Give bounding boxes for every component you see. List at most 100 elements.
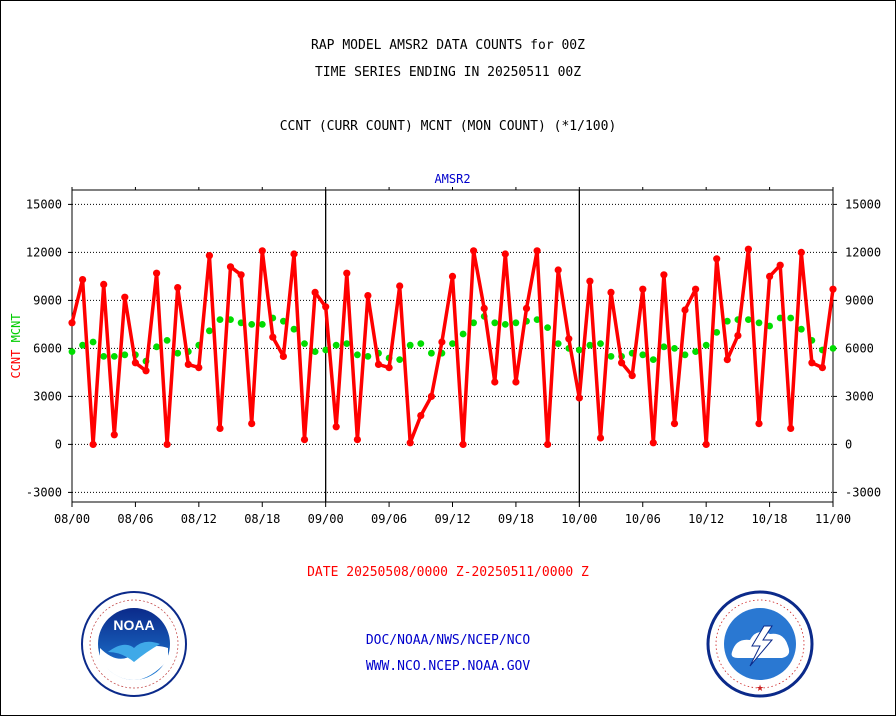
data-point-ccnt <box>787 424 795 432</box>
data-point-mcnt <box>575 346 583 354</box>
y-tick-label-right: 6000 <box>845 341 874 355</box>
data-point-ccnt <box>248 420 256 428</box>
data-point-ccnt <box>491 378 499 386</box>
data-point-ccnt <box>68 319 76 327</box>
chart-title-line2: TIME SERIES ENDING IN 20250511 00Z <box>314 65 582 80</box>
data-point-mcnt <box>301 340 308 347</box>
data-point-ccnt <box>459 440 467 448</box>
data-point-ccnt <box>702 440 710 448</box>
data-point-ccnt <box>417 412 425 420</box>
data-point-ccnt <box>596 434 605 442</box>
data-point-mcnt <box>121 351 129 359</box>
data-point-mcnt <box>755 319 763 327</box>
y-tick-label-right: 15000 <box>845 197 881 211</box>
y-tick-label-left: -3000 <box>26 485 62 499</box>
x-tick-label: 10/12 <box>688 512 724 526</box>
x-tick-label: 09/18 <box>498 512 534 526</box>
data-point-ccnt <box>607 288 615 296</box>
data-point-ccnt <box>396 282 404 290</box>
data-point-ccnt <box>713 255 721 263</box>
data-point-mcnt <box>554 340 562 347</box>
data-point-ccnt <box>353 436 361 444</box>
y-tick-label-right: 12000 <box>845 245 881 259</box>
data-point-ccnt <box>427 392 435 400</box>
data-point-ccnt <box>776 261 784 269</box>
data-point-mcnt <box>364 353 372 360</box>
data-point-mcnt <box>406 341 414 349</box>
data-point-mcnt <box>745 316 752 323</box>
data-point-ccnt <box>480 304 488 312</box>
data-point-mcnt <box>649 356 657 363</box>
data-point-mcnt <box>533 316 541 323</box>
data-point-ccnt <box>279 352 287 360</box>
svg-text:NOAA: NOAA <box>113 617 154 633</box>
y-tick-label-right: 9000 <box>845 293 874 307</box>
data-point-ccnt <box>681 306 689 314</box>
data-point-mcnt <box>671 345 678 352</box>
data-point-ccnt <box>131 359 139 367</box>
data-point-ccnt <box>216 424 224 432</box>
data-point-mcnt <box>692 348 699 355</box>
data-point-mcnt <box>428 349 435 357</box>
data-point-ccnt <box>797 248 805 256</box>
data-point-ccnt <box>184 360 192 368</box>
data-point-ccnt <box>142 367 150 375</box>
data-point-mcnt <box>89 338 97 346</box>
data-point-mcnt <box>417 340 425 347</box>
data-point-ccnt <box>438 338 446 346</box>
data-point-ccnt <box>174 284 182 292</box>
y-tick-label-left: 9000 <box>33 293 62 307</box>
data-point-ccnt <box>692 285 700 293</box>
data-point-ccnt <box>586 277 594 285</box>
data-point-mcnt <box>79 341 86 349</box>
data-point-mcnt <box>354 351 361 359</box>
data-point-mcnt <box>829 345 837 352</box>
data-point-ccnt <box>649 439 657 447</box>
svg-text:★: ★ <box>756 683 764 693</box>
data-point-mcnt <box>544 324 551 331</box>
data-point-mcnt <box>713 329 721 336</box>
data-point-mcnt <box>258 321 266 328</box>
data-point-ccnt <box>311 288 319 296</box>
x-tick-label: 08/18 <box>244 512 280 526</box>
data-point-ccnt <box>258 247 266 255</box>
data-point-mcnt <box>586 341 594 349</box>
data-point-mcnt <box>491 319 499 327</box>
noaa-logo: NOAA <box>81 591 187 697</box>
data-point-ccnt <box>512 378 520 386</box>
data-point-mcnt <box>100 353 108 360</box>
y-tick-label-left: 3000 <box>33 389 62 403</box>
data-point-mcnt <box>174 349 182 357</box>
data-point-mcnt <box>153 343 161 351</box>
y-tick-label-right: 0 <box>845 437 852 451</box>
chart-series-title: AMSR2 <box>434 172 470 186</box>
data-point-mcnt <box>449 340 456 347</box>
data-point-ccnt <box>448 272 457 280</box>
data-point-ccnt <box>332 423 340 431</box>
data-point-ccnt <box>755 420 763 428</box>
data-point-mcnt <box>68 348 76 355</box>
data-point-ccnt <box>808 359 816 367</box>
data-point-ccnt <box>734 332 742 340</box>
data-point-mcnt <box>322 346 330 354</box>
data-point-ccnt <box>79 276 87 284</box>
data-point-mcnt <box>459 330 467 338</box>
data-point-mcnt <box>607 353 615 360</box>
data-point-ccnt <box>766 272 774 280</box>
data-point-ccnt <box>322 303 330 311</box>
x-tick-label: 09/00 <box>308 512 344 526</box>
data-point-ccnt <box>723 356 731 364</box>
data-point-mcnt <box>280 317 287 325</box>
data-point-mcnt <box>163 337 171 344</box>
data-point-mcnt <box>110 353 118 360</box>
data-point-ccnt <box>660 271 668 279</box>
chart-subtitle: CCNT (CURR COUNT) MCNT (MON COUNT) (*1/1… <box>279 119 617 134</box>
data-point-ccnt <box>163 440 171 448</box>
data-point-ccnt <box>501 250 509 258</box>
data-point-ccnt <box>628 372 636 380</box>
data-point-mcnt <box>248 321 256 328</box>
x-tick-label: 09/06 <box>371 512 407 526</box>
y-axis-label-ccnt: CCNT <box>9 350 23 379</box>
y-tick-label-left: 0 <box>55 437 62 451</box>
